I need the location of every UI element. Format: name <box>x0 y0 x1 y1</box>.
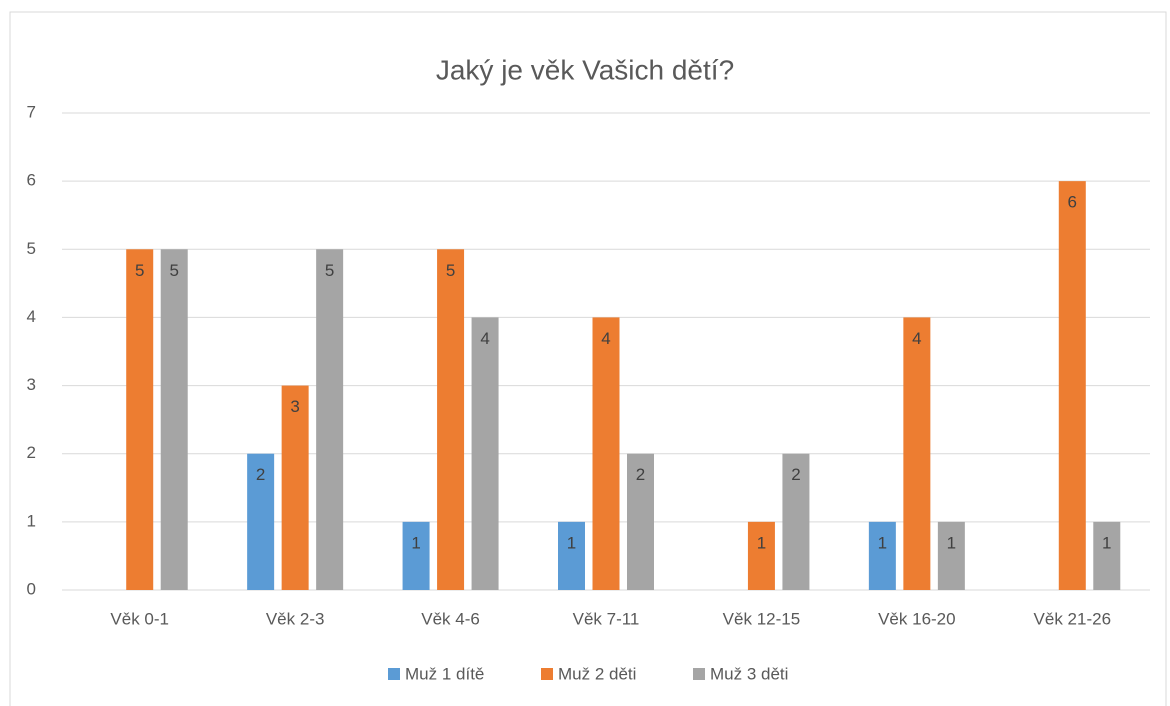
data-label: 1 <box>947 533 956 552</box>
x-tick-label: Věk 4-6 <box>421 609 480 628</box>
bar <box>437 249 465 591</box>
data-label: 4 <box>912 329 921 348</box>
data-label: 2 <box>636 465 645 484</box>
bar <box>868 521 896 590</box>
data-label: 1 <box>567 533 576 552</box>
data-label: 5 <box>135 261 144 280</box>
chart-title: Jaký je věk Vašich dětí? <box>436 54 734 85</box>
y-tick-label: 1 <box>27 511 36 530</box>
data-label: 5 <box>169 261 178 280</box>
legend-label: Muž 1 dítě <box>405 664 484 683</box>
x-tick-label: Věk 7-11 <box>573 609 640 628</box>
bar <box>558 521 585 590</box>
bar <box>247 453 275 590</box>
bar <box>1093 521 1121 590</box>
data-label: 5 <box>325 261 334 280</box>
bar <box>281 385 309 590</box>
bar <box>592 317 620 590</box>
x-tick-label: Věk 12-15 <box>723 609 801 628</box>
bar <box>402 521 430 590</box>
y-tick-label: 2 <box>27 443 36 462</box>
legend-swatch <box>693 668 705 680</box>
x-tick-label: Věk 16-20 <box>878 609 956 628</box>
bar <box>160 249 188 591</box>
y-tick-label: 0 <box>27 579 36 598</box>
data-label: 1 <box>757 533 766 552</box>
bar <box>627 453 654 590</box>
data-label: 4 <box>601 329 610 348</box>
legend-swatch <box>388 668 400 680</box>
bar <box>747 521 775 590</box>
data-label: 2 <box>256 465 265 484</box>
y-tick-label: 6 <box>27 171 36 190</box>
legend-label: Muž 3 děti <box>710 664 788 683</box>
x-tick-label: Věk 2-3 <box>266 609 325 628</box>
bar <box>1058 181 1086 590</box>
legend-swatch <box>541 668 553 680</box>
data-label: 1 <box>411 533 420 552</box>
bar <box>316 249 344 591</box>
legend-label: Muž 2 děti <box>558 664 636 683</box>
y-tick-label: 7 <box>27 102 36 121</box>
bar <box>471 317 499 590</box>
x-tick-label: Věk 21-26 <box>1034 609 1112 628</box>
data-label: 1 <box>1102 533 1111 552</box>
data-label: 2 <box>791 465 800 484</box>
data-label: 3 <box>290 397 299 416</box>
data-label: 1 <box>878 533 887 552</box>
bar <box>126 249 154 591</box>
data-label: 4 <box>480 329 489 348</box>
y-tick-label: 5 <box>27 239 36 258</box>
bar <box>937 521 965 590</box>
data-label: 5 <box>446 261 455 280</box>
y-tick-label: 3 <box>27 375 36 394</box>
x-tick-label: Věk 0-1 <box>110 609 169 628</box>
data-label: 6 <box>1068 193 1077 212</box>
bar <box>782 453 810 590</box>
y-tick-label: 4 <box>27 307 36 326</box>
bar <box>903 317 931 590</box>
